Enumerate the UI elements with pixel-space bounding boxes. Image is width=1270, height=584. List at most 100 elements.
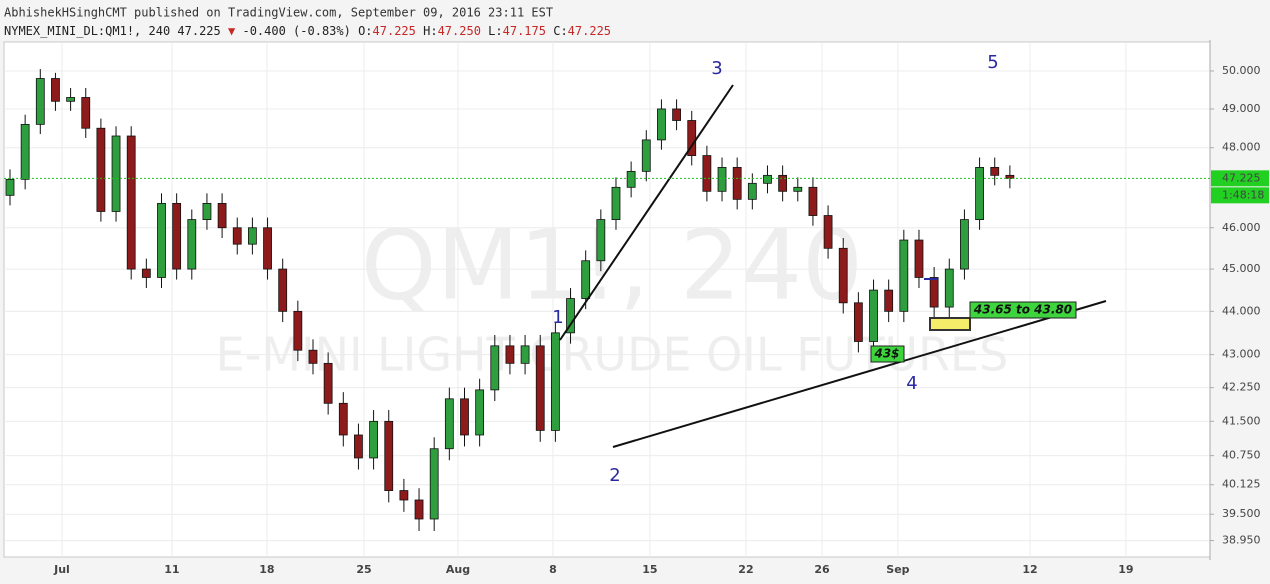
candle-body [823,215,833,249]
header-line: NYMEX_MINI_DL:QM1!, 240 47.225 ▼ -0.400 … [4,24,611,38]
x-tick-label: 22 [738,563,753,576]
y-tick-label: 49.000 [1222,102,1261,115]
arrow: ▼ [228,24,236,38]
candle-body [853,302,863,342]
wave-label: 2 [609,465,620,486]
candles [5,69,1015,531]
x-tick-label: Aug [446,563,470,576]
trend-line [559,84,734,341]
annotations: 1 2 3 4 5 43$ 43.65 to 43.80 [552,52,1072,486]
o-value: 47.225 [373,24,416,38]
candle-body [20,123,30,180]
candle-body [232,227,242,245]
candle-body [66,97,75,102]
grid [4,42,1210,557]
candle-body [550,332,560,431]
candle-body [702,155,712,192]
candle-body [35,78,45,125]
price-note: 43.65 to 43.80 [973,303,1072,317]
candle-body [308,349,318,364]
candle-body [247,227,257,245]
c-label: C: [553,24,567,38]
candle-body [323,362,333,404]
change: -0.400 (-0.83%) [242,24,350,38]
candle-body [429,448,439,520]
symbol: NYMEX_MINI_DL:QM1!, 240 [4,24,170,38]
candle-body [354,434,363,459]
y-tick-label: 40.750 [1222,449,1261,462]
candle-body [687,120,697,156]
x-tick-label: Jul [53,563,70,576]
y-tick-label: 39.500 [1222,507,1261,520]
y-tick-label: 48.000 [1222,141,1261,154]
candle-body [929,277,939,308]
y-tick-label: 45.000 [1222,262,1261,275]
candle-body [51,78,60,102]
y-tick-label: 46.000 [1222,221,1261,234]
o-label: O: [358,24,372,38]
candle-body [96,127,106,212]
x-tick-label: 15 [642,563,657,576]
candle-body [566,298,575,334]
y-tick-label: 40.125 [1222,478,1261,491]
y-tick-label: 43.000 [1222,348,1261,361]
x-tick-label: 26 [814,563,830,576]
watermark-symbol: QM1!, 240 [361,209,863,321]
author-line: AbhishekHSinghCMT published on TradingVi… [4,6,553,20]
countdown-box [1211,187,1269,204]
y-tick-label: 42.250 [1222,381,1261,394]
candle-body [384,420,394,491]
candle-body [657,108,666,141]
candle-body [369,420,378,459]
drawings [559,84,1107,448]
candle-body [187,219,197,270]
last-price-label: 47.225 [1222,171,1261,184]
last: 47.225 [177,24,220,38]
h-value: 47.250 [438,24,481,38]
candle-body [808,186,818,216]
countdown: 1:48:18 [1222,188,1264,201]
candle-body [611,186,621,220]
wave-label: 5 [987,52,998,73]
plot-area [3,41,1211,558]
candle-body [899,239,909,312]
candle-body [460,398,469,436]
candle-body [141,268,151,278]
candle-body [172,202,182,270]
y-tick-label: 50.000 [1222,64,1261,77]
candle-body [157,202,166,278]
candle-body [263,227,272,270]
candle-body [278,268,288,312]
label-box [969,301,1077,319]
candle-body [581,260,591,299]
wave-label: 4 [906,373,917,394]
candle-body [81,97,91,129]
h-label: H: [423,24,437,38]
candle-body [914,239,924,278]
candle-body [975,167,984,220]
candle-body [475,389,485,436]
candle-body [535,345,545,431]
l-value: 47.175 [503,24,546,38]
candle-body [338,402,348,436]
candle-body [732,167,742,200]
candle-body [747,182,757,200]
candle-body [596,219,606,262]
c-value: 47.225 [568,24,611,38]
candle-body [505,345,515,364]
candle-body [5,178,15,196]
y-tick-label: 38.950 [1222,534,1261,547]
candle-body [293,310,303,351]
x-tick-label: 19 [1118,563,1133,576]
wave-label: 1 [552,307,563,328]
candle-body [126,135,136,270]
candle-body [641,139,651,172]
candle-body [838,247,848,304]
candle-body [960,219,969,270]
candle-body [202,202,212,220]
candle-body [869,289,878,342]
candle-body [111,135,121,212]
x-tick-label: 18 [259,563,274,576]
